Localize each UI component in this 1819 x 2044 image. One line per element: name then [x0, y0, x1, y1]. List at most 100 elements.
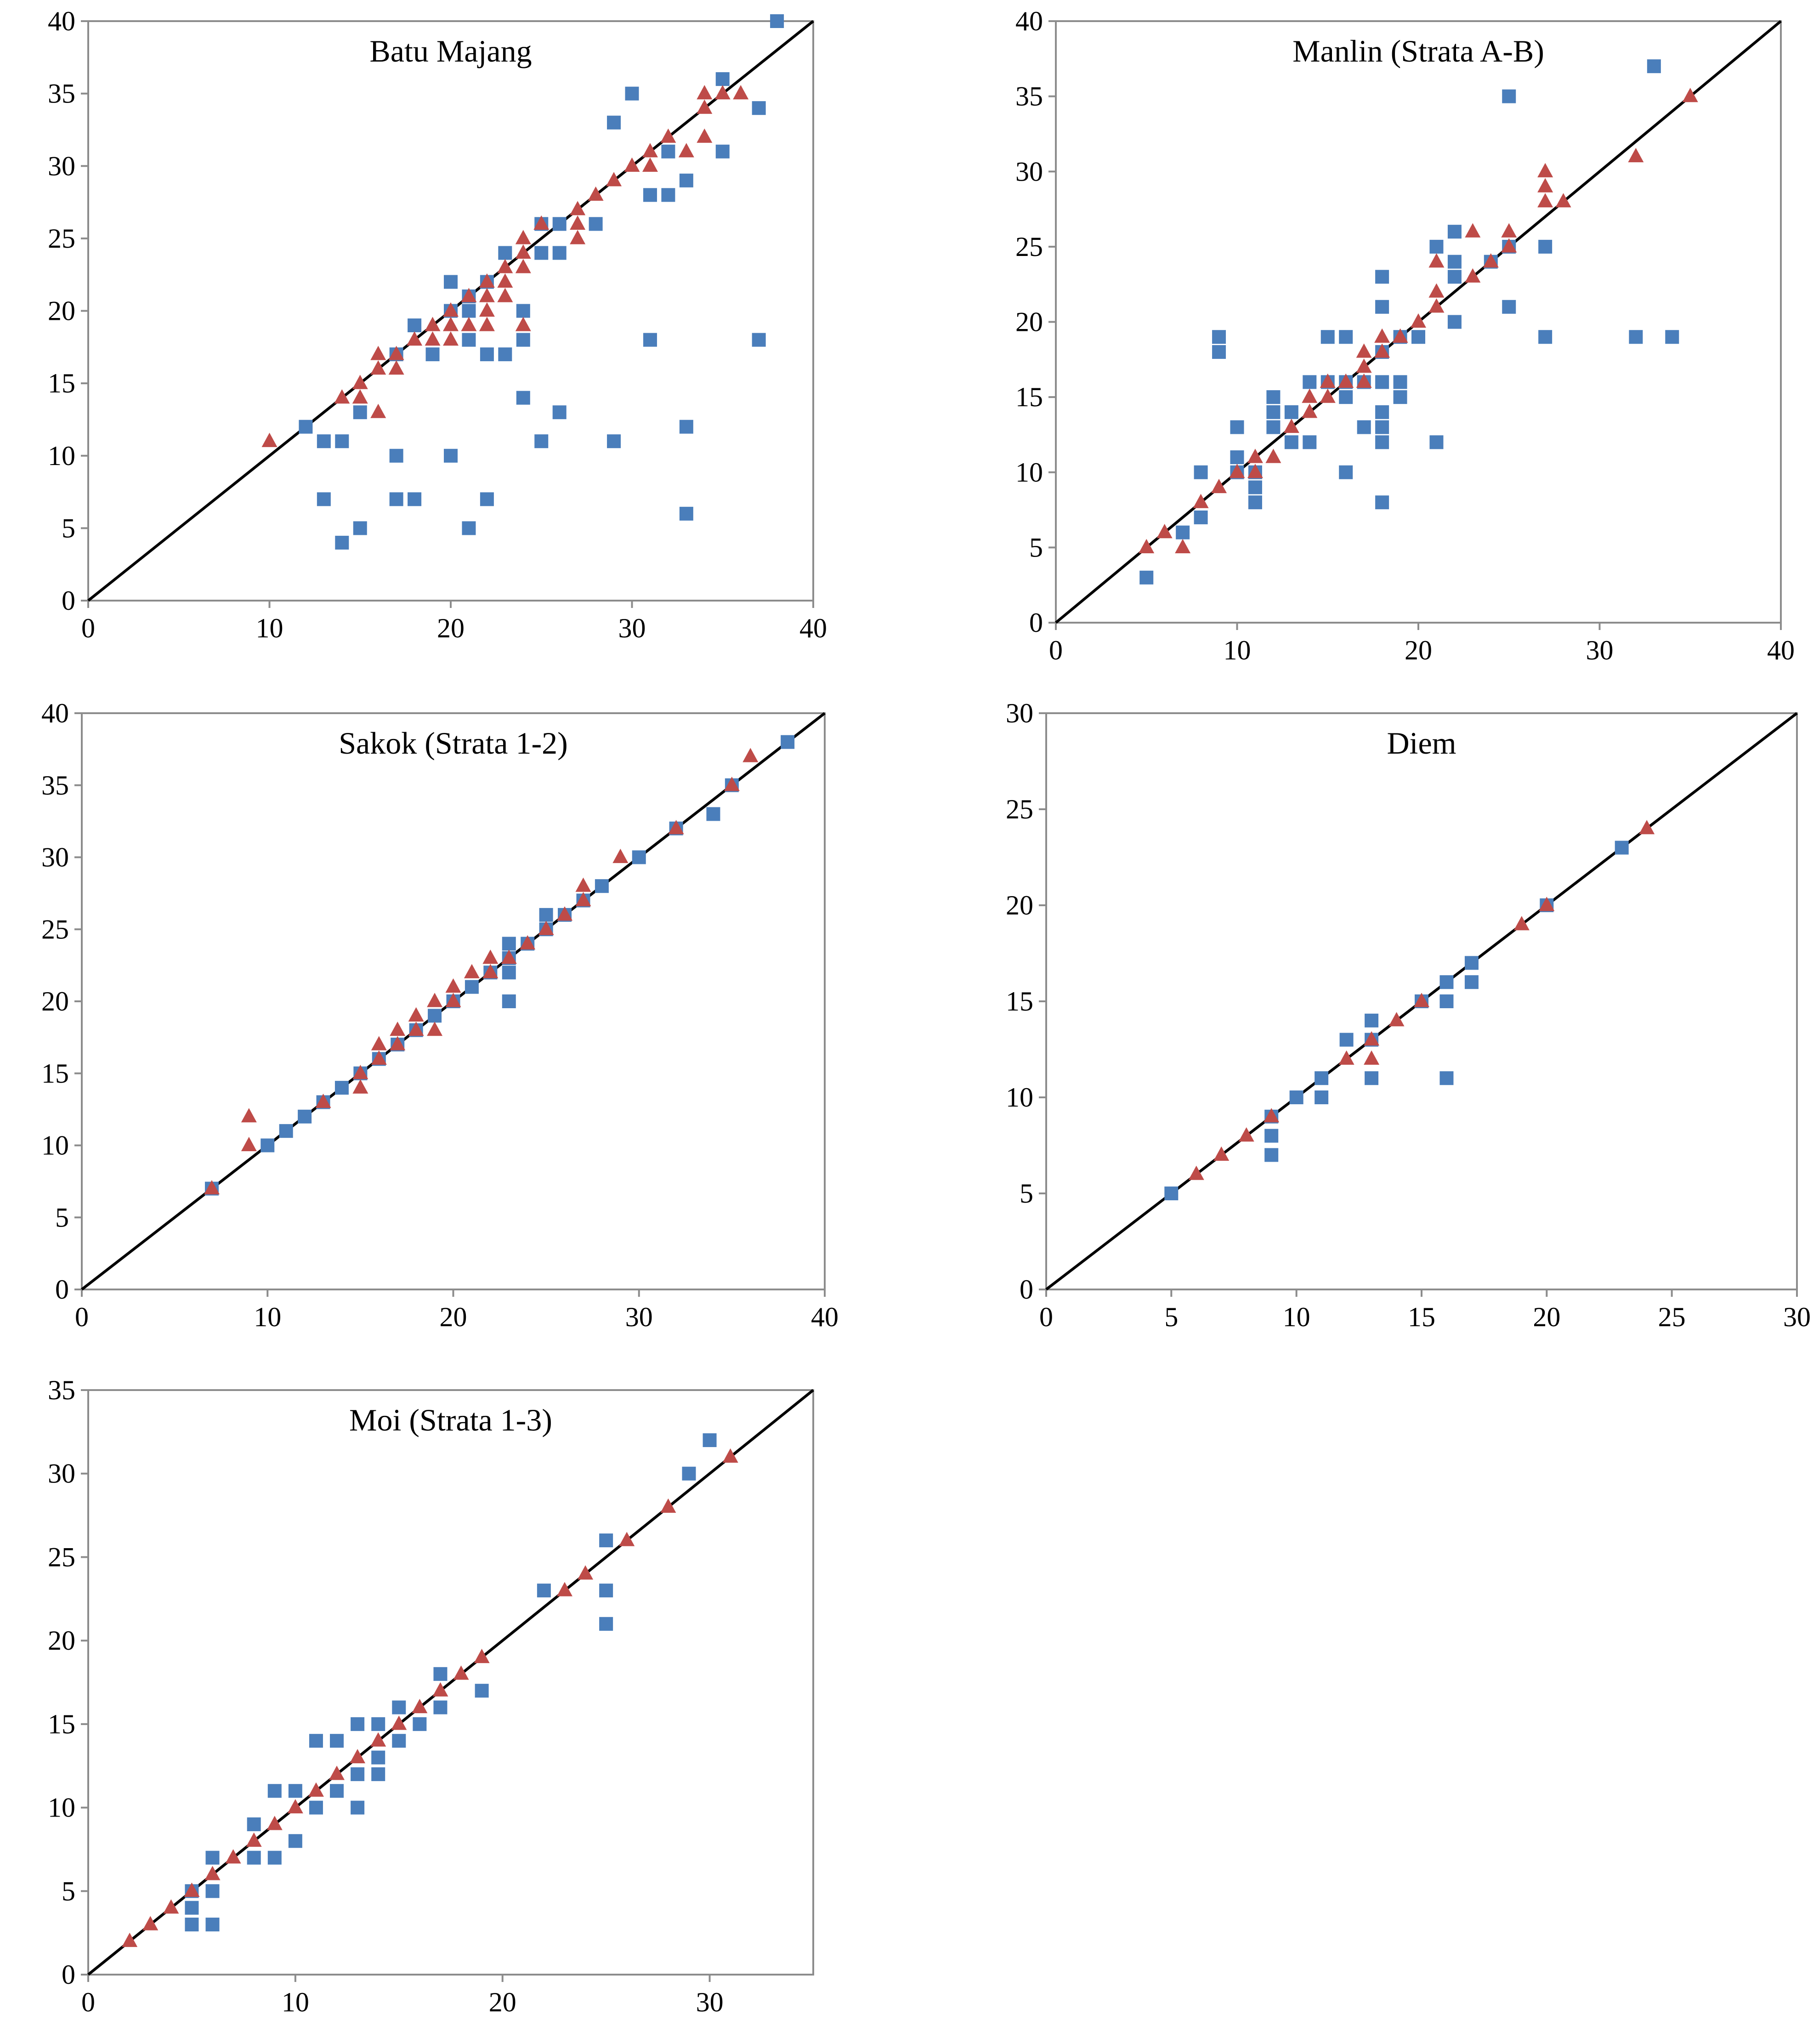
triangle-point [1356, 358, 1372, 373]
triangle-point [714, 85, 731, 100]
chart-sakok: 0 10 20 30 40 0 5 10 15 20 25 30 35 40 Sakok (Strata 1… [41, 698, 839, 1332]
triangle-point [371, 1050, 387, 1065]
square-point [309, 1734, 323, 1748]
square-point [1393, 390, 1407, 404]
triangle-point [482, 964, 499, 978]
triangle-point [461, 317, 477, 331]
triangle-point [464, 964, 480, 978]
square-point [1447, 315, 1462, 329]
triangle-point [352, 1079, 368, 1094]
triangle-point [241, 1108, 257, 1123]
square-point [444, 449, 458, 463]
square-point [1284, 435, 1298, 449]
triangle-point [612, 848, 629, 863]
y-tick-label: 40 [48, 6, 75, 36]
x-tick-label: 40 [1767, 635, 1795, 665]
square-point [1212, 330, 1226, 344]
chart-batu-majang: 0 10 20 30 40 0 5 10 15 20 25 30 35 40 Batu Majang [48, 6, 827, 643]
triangle-point [1188, 1165, 1204, 1180]
y-tick-label: 10 [1015, 457, 1043, 488]
triangle-point [390, 1022, 406, 1036]
y-tick-label: 35 [48, 1375, 75, 1405]
triangle-point [425, 317, 441, 331]
square-point [353, 405, 367, 420]
triangle-point [261, 432, 278, 447]
square-point [371, 1767, 385, 1781]
triangle-point [575, 891, 591, 907]
square-point [1502, 300, 1516, 314]
square-point [715, 144, 730, 159]
square-point [1375, 405, 1389, 419]
square-point [679, 173, 693, 187]
square-point [1365, 1071, 1379, 1085]
y-tick-label: 5 [55, 1202, 69, 1232]
square-point [444, 275, 458, 289]
square-point [1357, 420, 1371, 434]
x-tick-label: 30 [625, 1302, 653, 1332]
triangle-point [474, 1648, 490, 1664]
triangle-point [443, 331, 459, 346]
square-point [299, 420, 313, 434]
triangle-point [1428, 298, 1445, 313]
square-point [599, 1533, 613, 1548]
triangle-point [479, 317, 495, 331]
square-point [643, 333, 657, 347]
triangle-point [697, 128, 713, 143]
triangle-point [1539, 897, 1555, 911]
triangle-point [453, 1665, 469, 1680]
triangle-point [1283, 418, 1299, 433]
square-point [389, 449, 403, 463]
x-tick-label: 20 [1533, 1302, 1560, 1332]
triangle-point [1374, 343, 1390, 358]
y-tick-label: 10 [48, 441, 75, 471]
square-point [261, 1138, 275, 1153]
triangle-point [1356, 343, 1372, 358]
square-point [1375, 270, 1389, 284]
chart-title: Sakok (Strata 1-2) [339, 726, 568, 761]
triangle-point [1265, 449, 1281, 463]
x-tick-label: 40 [811, 1302, 839, 1332]
square-point [1629, 330, 1643, 344]
triangle-point [575, 877, 591, 892]
square-point [408, 318, 422, 333]
triangle-point [578, 1565, 594, 1580]
square-point [353, 521, 367, 535]
square-point [334, 1081, 349, 1095]
triangle-point [1302, 388, 1318, 403]
triangle-point [1411, 313, 1426, 328]
square-point [715, 72, 730, 86]
y-tick-label: 30 [1015, 156, 1043, 187]
chart-title: Diem [1387, 726, 1456, 761]
triangle-point [497, 288, 513, 302]
square-point [1375, 300, 1389, 314]
triangle-point [570, 215, 586, 230]
square-point [1230, 420, 1244, 434]
y-tick-label: 5 [62, 513, 75, 543]
square-point [1339, 465, 1353, 479]
x-tick-label: 25 [1658, 1302, 1686, 1332]
triangle-point [515, 244, 531, 259]
square-point [205, 1884, 220, 1898]
triangle-point [642, 157, 658, 172]
square-point [1266, 390, 1281, 404]
square-point [552, 246, 567, 260]
square-point [1320, 330, 1335, 344]
chart-diem: 0 5 10 15 20 25 30 0 5 10 15 20 25 30 Diem [1006, 698, 1811, 1332]
square-point [1315, 1071, 1329, 1085]
square-point [1429, 239, 1444, 254]
triangle-point [371, 1036, 387, 1050]
triangle-point [1338, 373, 1354, 388]
y-tick-label: 10 [1006, 1082, 1033, 1113]
square-point [465, 980, 479, 994]
square-point [1266, 420, 1281, 434]
y-tick-label: 30 [41, 842, 69, 873]
triangle-point [1513, 916, 1530, 931]
square-point [267, 1851, 282, 1865]
square-point [1339, 1033, 1354, 1047]
triangle-point [482, 949, 499, 964]
x-tick-label: 15 [1408, 1302, 1435, 1332]
square-point [661, 144, 675, 159]
square-point [330, 1734, 344, 1748]
square-point [462, 521, 476, 535]
